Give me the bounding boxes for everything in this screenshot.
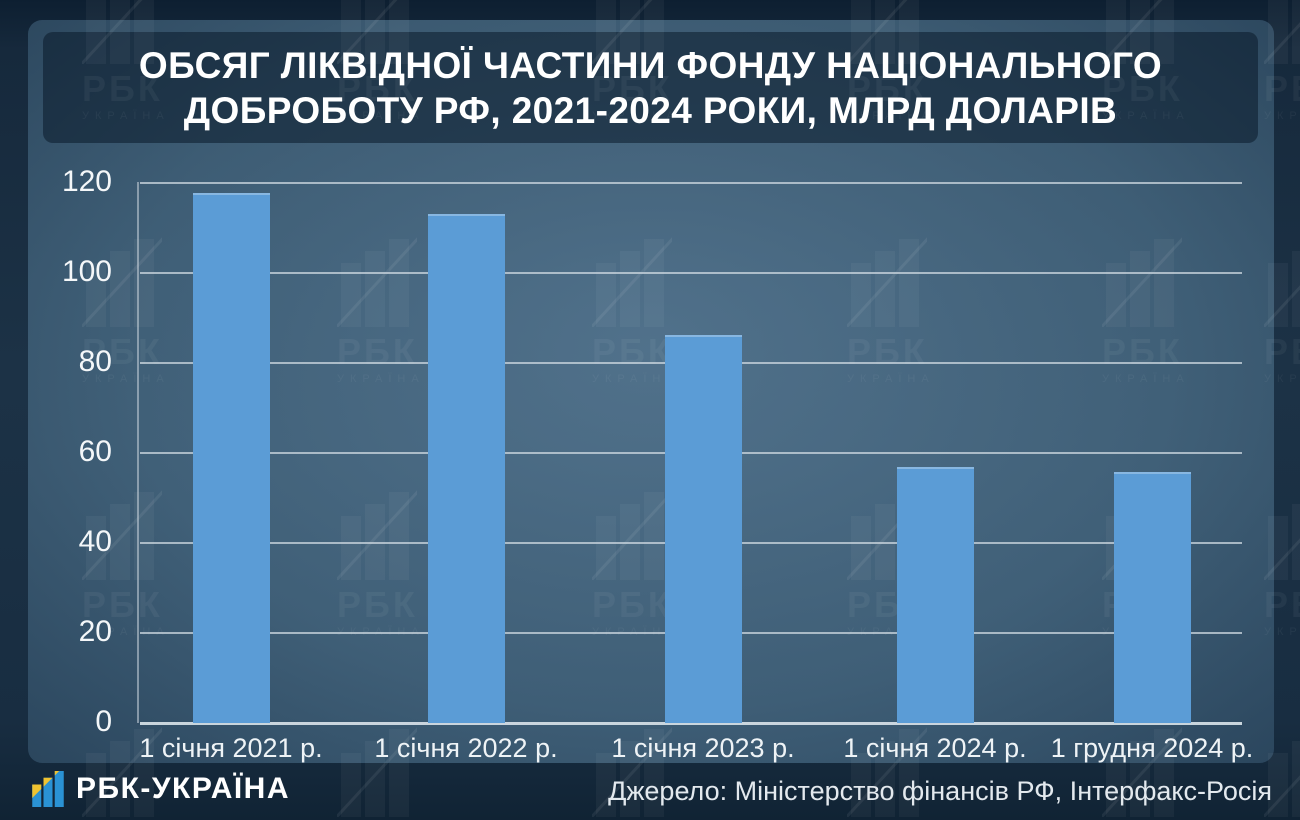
bar-2 <box>428 214 505 723</box>
y-tick-label-40: 40 <box>78 525 112 558</box>
y-tick-label-80: 80 <box>78 345 112 378</box>
y-tick-label-0: 0 <box>95 705 112 738</box>
bar-chart-plot-area <box>137 182 1242 725</box>
chart-title-box: ОБСЯГ ЛІКВІДНОЇ ЧАСТИНИ ФОНДУ НАЦІОНАЛЬН… <box>43 32 1258 143</box>
brand-name: РБК-УКРАЇНА <box>76 772 290 805</box>
bar-5 <box>1114 472 1191 723</box>
gridline-y100 <box>140 272 1242 274</box>
rbk-logo-icon <box>32 771 64 807</box>
gridline-y120 <box>140 182 1242 184</box>
x-tick-label-3: 1 січня 2023 р. <box>611 733 795 763</box>
bar-3 <box>665 335 742 723</box>
chart-title-line-1: ОБСЯГ ЛІКВІДНОЇ ЧАСТИНИ ФОНДУ НАЦІОНАЛЬН… <box>138 44 1163 86</box>
y-tick-label-20: 20 <box>78 615 112 648</box>
y-tick-label-60: 60 <box>78 435 112 468</box>
x-tick-label-1: 1 січня 2021 р. <box>139 733 323 763</box>
rbk-ukraine-logo: РБК-УКРАЇНА <box>30 770 290 808</box>
x-tick-label-2: 1 січня 2022 р. <box>374 733 558 763</box>
x-tick-label-5: 1 грудня 2024 р. <box>1050 733 1254 763</box>
bar-4 <box>897 467 974 723</box>
y-axis-line <box>137 182 139 723</box>
x-axis-baseline <box>140 722 1242 725</box>
chart-title-line-2: ДОБРОБОТУ РФ, 2021-2024 РОКИ, МЛРД ДОЛАР… <box>183 89 1118 131</box>
bar-1 <box>193 193 270 723</box>
y-tick-label-100: 100 <box>61 255 112 288</box>
y-tick-label-120: 120 <box>61 165 112 198</box>
x-tick-label-4: 1 січня 2024 р. <box>843 733 1027 763</box>
source-attribution: Джерело: Міністерство фінансів РФ, Інтер… <box>608 776 1272 806</box>
